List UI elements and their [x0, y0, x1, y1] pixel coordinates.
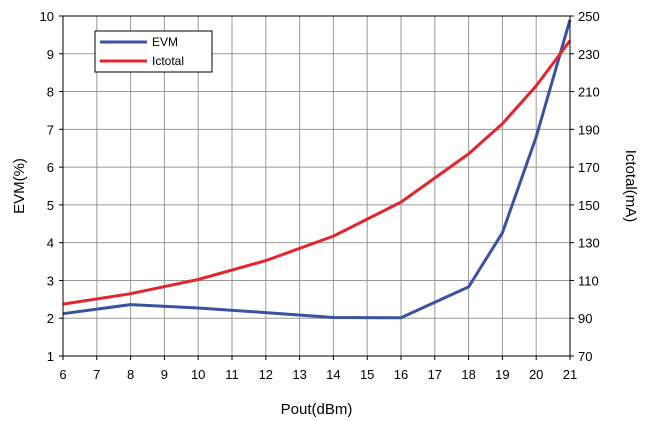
legend: EVM Ictotal [94, 30, 213, 73]
x-tick-label: 15 [360, 367, 374, 382]
y-left-tick-label: 5 [47, 198, 54, 213]
y-left-tick-label: 7 [47, 122, 54, 137]
x-axis-label: Pout(dBm) [281, 401, 353, 418]
y-right-tick-label: 150 [578, 198, 600, 213]
y-left-tick-label: 9 [47, 47, 54, 62]
y-left-tick-label: 4 [47, 236, 54, 251]
y-left-tick-label: 6 [47, 160, 54, 175]
y-right-tick-label: 70 [578, 349, 592, 364]
x-tick-label: 18 [461, 367, 475, 382]
x-tick-label: 16 [394, 367, 408, 382]
y-right-tick-label: 130 [578, 236, 600, 251]
y-left-tick-label: 8 [47, 85, 54, 100]
y-axis-left-label: EVM(%) [11, 158, 28, 214]
y-right-tick-label: 250 [578, 9, 600, 24]
x-tick-label: 12 [259, 367, 273, 382]
y-right-tick-label: 190 [578, 122, 600, 137]
tick-labels: 6 7 8 9 10 11 12 13 14 15 16 17 18 19 20 21123456789107… [40, 9, 600, 382]
y-right-tick-label: 210 [578, 85, 600, 100]
x-tick-label: 19 [495, 367, 509, 382]
legend-label-ictotal: Ictotal [152, 54, 184, 68]
x-tick-label: 21 [563, 367, 577, 382]
legend-label-evm: EVM [152, 35, 178, 49]
y-left-tick-label: 3 [47, 273, 54, 288]
x-tick-label: 20 [529, 367, 543, 382]
x-tick-label: 11 [225, 367, 239, 382]
x-tick-label: 14 [326, 367, 340, 382]
x-tick-label: 13 [292, 367, 306, 382]
y-left-tick-label: 2 [47, 311, 54, 326]
x-tick-label: 10 [191, 367, 205, 382]
x-tick-label: 8 [127, 367, 134, 382]
series-layer [62, 19, 572, 320]
y-right-tick-label: 110 [578, 273, 599, 288]
y-right-tick-label: 230 [578, 47, 600, 62]
y-right-tick-label: 170 [578, 160, 600, 175]
y-left-tick-label: 10 [40, 9, 54, 24]
y-right-tick-label: 90 [578, 311, 592, 326]
x-tick-label: 6 [59, 367, 66, 382]
x-tick-label: 9 [161, 367, 168, 382]
y-left-tick-label: 1 [47, 349, 54, 364]
series-line-evm [62, 19, 572, 320]
series-line-ictotal [62, 39, 572, 306]
legend-box [94, 30, 213, 73]
y-axis-right-label: Ictotal(mA) [622, 150, 639, 223]
x-tick-label: 17 [428, 367, 442, 382]
plot-frame [62, 15, 571, 357]
x-tick-label: 7 [93, 367, 100, 382]
